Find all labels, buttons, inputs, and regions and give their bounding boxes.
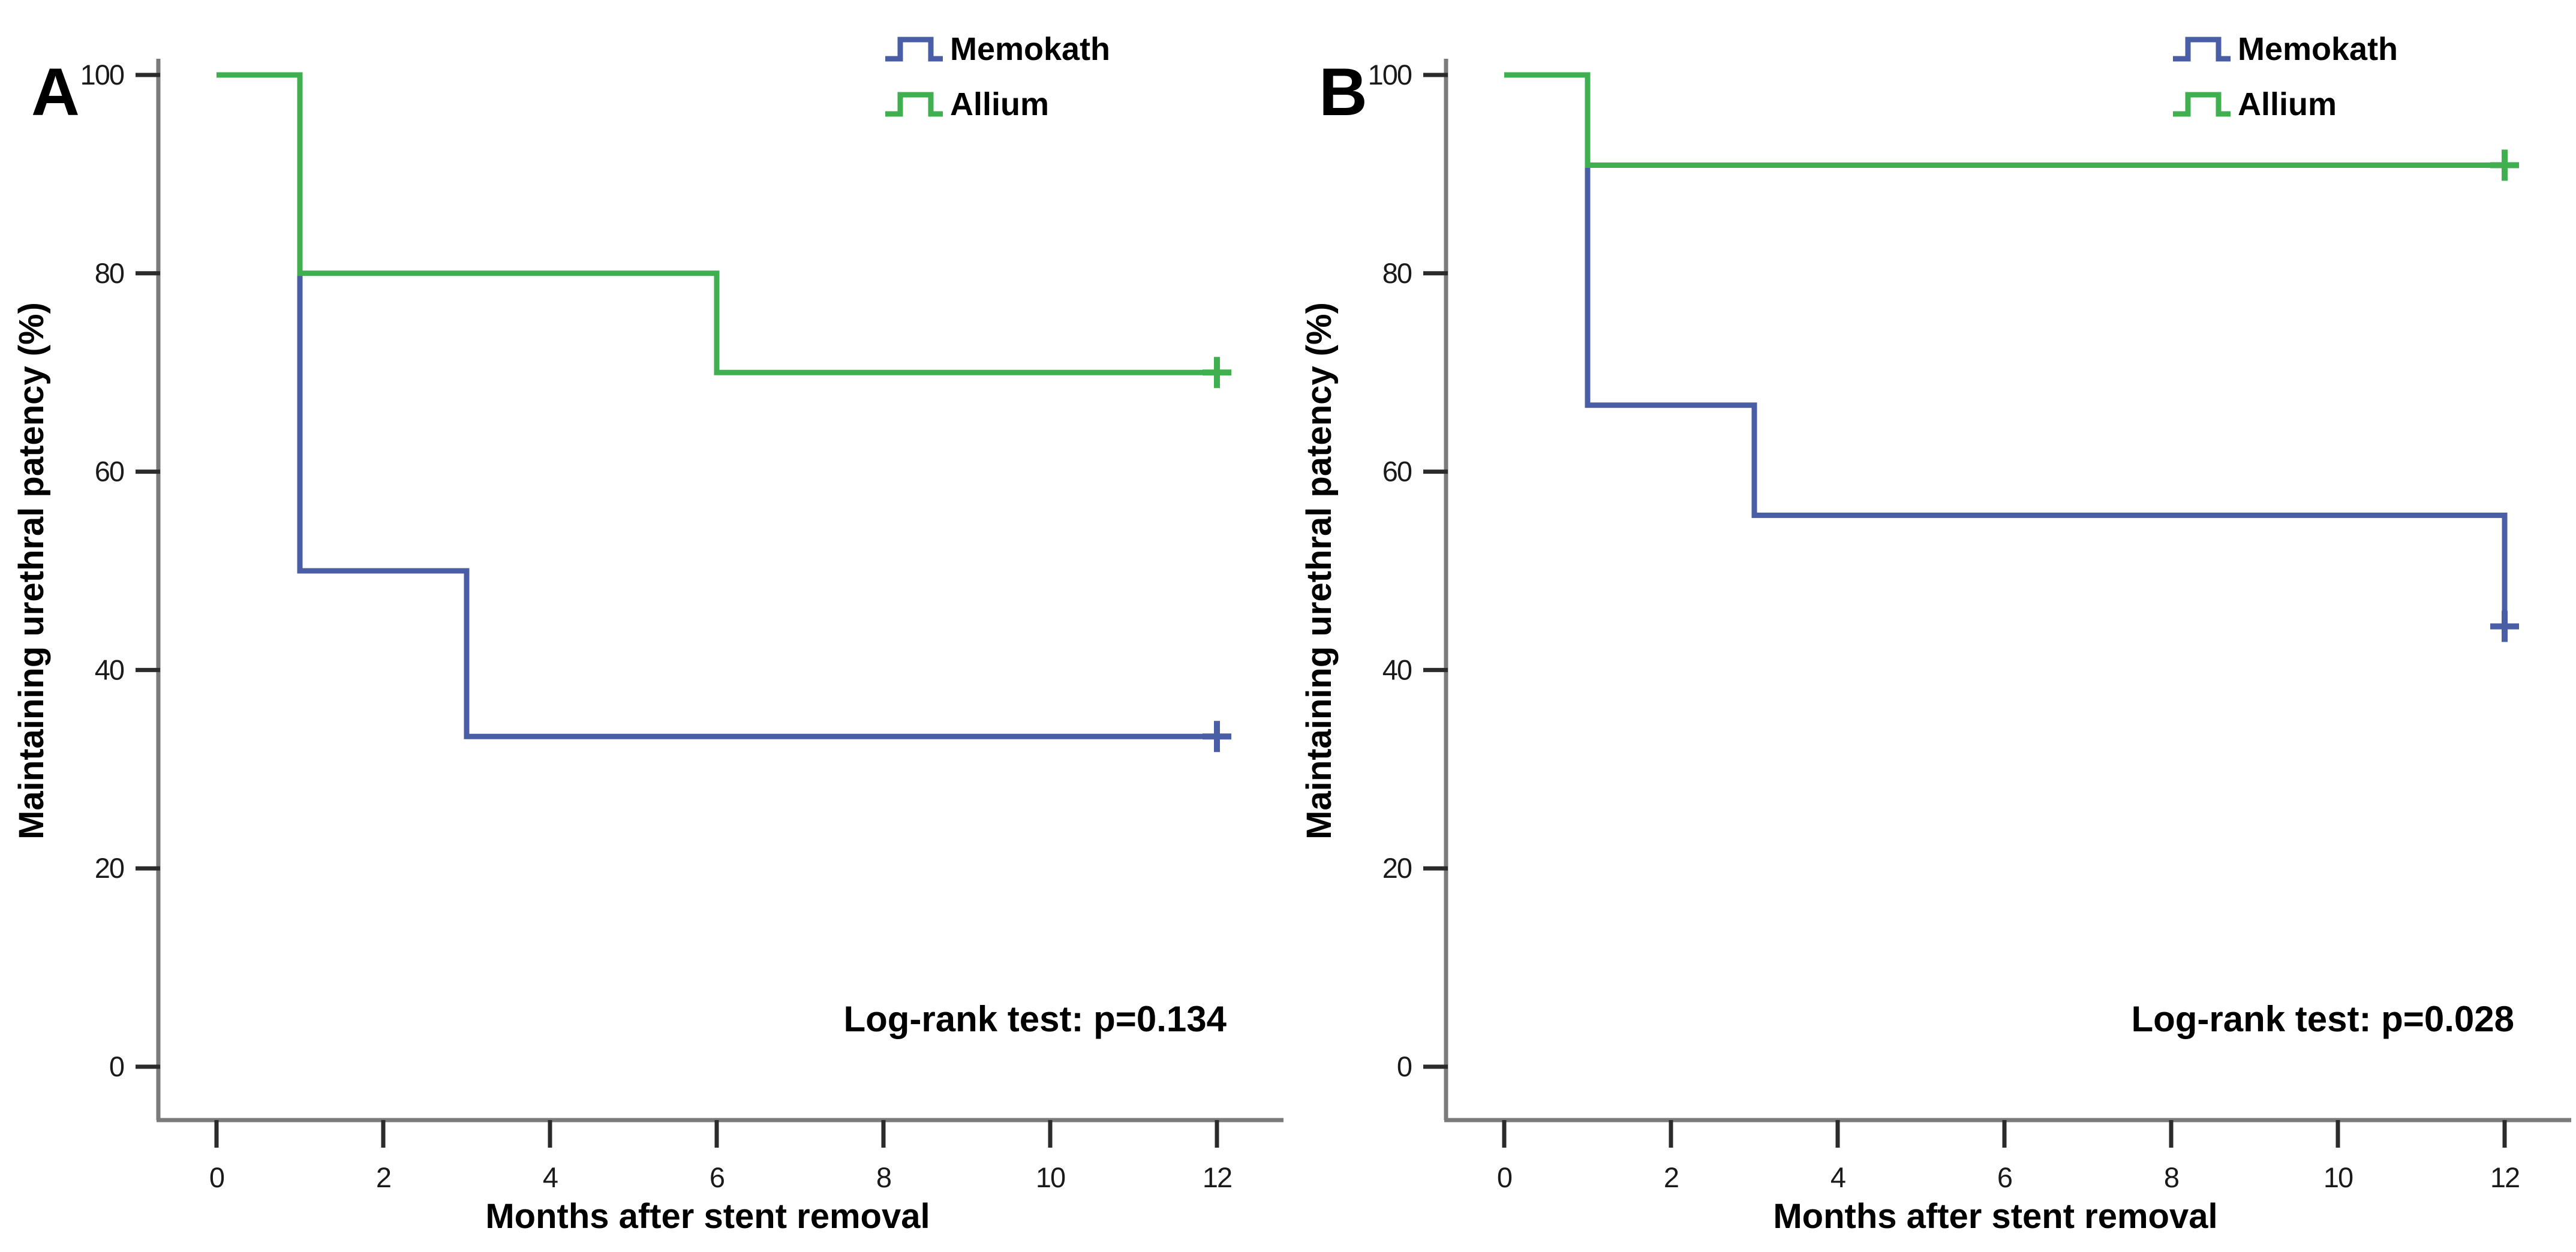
legend: Memokath Allium bbox=[2173, 31, 2398, 122]
x-tick-label: 12 bbox=[1203, 1161, 1231, 1193]
y-tick-label: 100 bbox=[80, 59, 124, 91]
legend-label: Allium bbox=[2238, 86, 2337, 122]
legend-step-symbol bbox=[2173, 92, 2231, 117]
legend-item-memokath: Memokath bbox=[2173, 31, 2398, 67]
x-tick-label: 2 bbox=[376, 1161, 390, 1193]
curve-memokath bbox=[217, 72, 1217, 739]
x-axis-ticks: 0 2 4 6 8 10 12 bbox=[1497, 1120, 2520, 1193]
survival-curves bbox=[217, 72, 1231, 753]
x-axis-title: Months after stent removal bbox=[485, 1197, 930, 1236]
legend-step-symbol bbox=[885, 37, 943, 62]
y-tick-label: 0 bbox=[1397, 1051, 1412, 1082]
panel-b: B Maintaining urethral patency (%) Month… bbox=[1288, 0, 2575, 1252]
curve-memokath bbox=[1504, 72, 2508, 627]
x-tick-label: 8 bbox=[2164, 1161, 2179, 1193]
legend-item-memokath: Memokath bbox=[885, 31, 1110, 67]
x-axis-title: Months after stent removal bbox=[1773, 1197, 2217, 1236]
legend-item-allium: Allium bbox=[885, 86, 1049, 122]
legend-label: Allium bbox=[950, 86, 1049, 122]
y-tick-label: 80 bbox=[95, 257, 124, 289]
x-tick-label: 8 bbox=[876, 1161, 891, 1193]
x-tick-label: 10 bbox=[2323, 1161, 2353, 1193]
panel-letter-b: B bbox=[1319, 55, 1367, 130]
x-tick-label: 0 bbox=[209, 1161, 224, 1193]
y-tick-label: 40 bbox=[95, 654, 124, 685]
y-axis-title: Maintaining urethral patency (%) bbox=[1300, 302, 1339, 839]
y-tick-label: 60 bbox=[95, 456, 124, 487]
y-tick-label: 0 bbox=[109, 1051, 124, 1082]
y-tick-label: 100 bbox=[1368, 59, 1412, 91]
censor-mark-memokath bbox=[2490, 610, 2519, 642]
survival-curves bbox=[1504, 72, 2519, 642]
y-tick-label: 80 bbox=[1382, 257, 1412, 289]
km-chart-a: A Maintaining urethral patency (%) Month… bbox=[12, 31, 1284, 1236]
x-tick-label: 10 bbox=[1036, 1161, 1065, 1193]
x-tick-label: 0 bbox=[1497, 1161, 1512, 1193]
censor-mark-allium bbox=[1203, 357, 1231, 389]
legend-label: Memokath bbox=[950, 31, 1110, 67]
x-tick-label: 4 bbox=[1830, 1161, 1845, 1193]
censor-mark-memokath bbox=[1203, 721, 1231, 753]
y-tick-label: 40 bbox=[1382, 654, 1412, 685]
y-tick-label: 20 bbox=[1382, 852, 1412, 884]
panel-a: A Maintaining urethral patency (%) Month… bbox=[12, 31, 1284, 1236]
y-axis-ticks: 0 20 40 60 80 100 bbox=[1368, 59, 1448, 1082]
legend-step-symbol bbox=[2173, 37, 2231, 62]
curve-allium bbox=[1504, 72, 2505, 168]
y-tick-label: 20 bbox=[95, 852, 124, 884]
x-tick-label: 4 bbox=[543, 1161, 558, 1193]
x-tick-label: 6 bbox=[1997, 1161, 2012, 1193]
y-axis-title: Maintaining urethral patency (%) bbox=[12, 302, 51, 839]
curve-allium bbox=[217, 72, 1217, 375]
panel-letter-a: A bbox=[31, 55, 80, 130]
log-rank-annotation: Log-rank test: p=0.134 bbox=[843, 999, 1227, 1039]
legend: Memokath Allium bbox=[885, 31, 1110, 122]
censor-mark-allium bbox=[2490, 149, 2519, 181]
y-tick-label: 60 bbox=[1382, 456, 1412, 487]
x-axis-ticks: 0 2 4 6 8 10 12 bbox=[209, 1120, 1233, 1193]
x-tick-label: 2 bbox=[1664, 1161, 1678, 1193]
legend-label: Memokath bbox=[2238, 31, 2398, 67]
legend-item-allium: Allium bbox=[2173, 86, 2337, 122]
legend-step-symbol bbox=[885, 92, 943, 117]
x-tick-label: 12 bbox=[2490, 1161, 2519, 1193]
x-tick-label: 6 bbox=[710, 1161, 725, 1193]
log-rank-annotation: Log-rank test: p=0.028 bbox=[2131, 999, 2514, 1039]
y-axis-ticks: 0 20 40 60 80 100 bbox=[80, 59, 160, 1082]
km-chart-b: B Maintaining urethral patency (%) Month… bbox=[1300, 31, 2571, 1236]
